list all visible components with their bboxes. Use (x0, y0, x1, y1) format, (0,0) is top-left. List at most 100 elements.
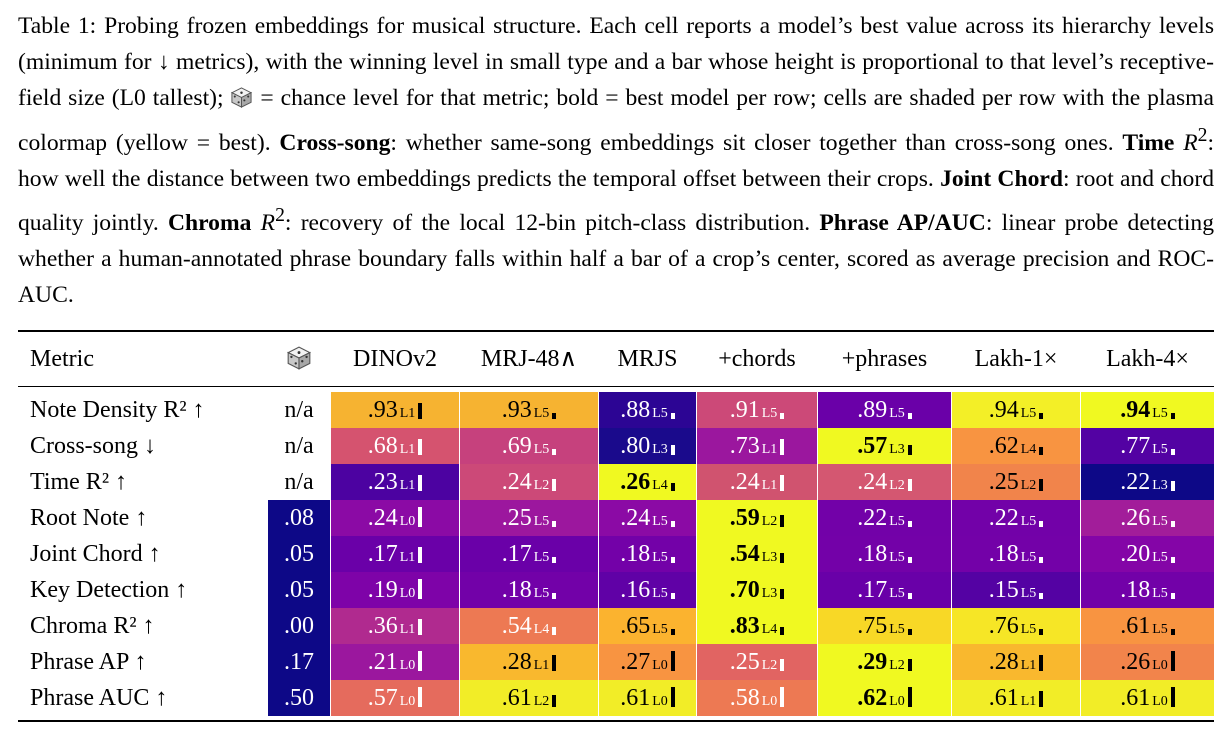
table-cell: .29 L2 (818, 644, 951, 680)
table-cell: .93 L5 (460, 392, 598, 428)
cell-level: L5 (889, 550, 905, 565)
cell-level: L3 (761, 586, 778, 601)
cell-value: .23 (367, 469, 398, 495)
cell-value: .20 (1120, 541, 1151, 567)
level-bar (552, 557, 557, 563)
cell-value: .93 (501, 397, 532, 423)
level-bar (552, 695, 557, 707)
cell-value: .27 (620, 649, 651, 675)
cell-value: .93 (367, 397, 398, 423)
cell-value: .89 (857, 397, 888, 423)
table-header-rule (18, 386, 1214, 388)
cell-value: .21 (367, 649, 398, 675)
level-bar (907, 659, 912, 671)
level-bar (1170, 629, 1175, 635)
level-bar (1039, 593, 1044, 599)
table-cell: .61 L5 (1081, 608, 1214, 644)
cell-value: .18 (620, 541, 651, 567)
table-cell: .61 L0 (599, 680, 696, 716)
level-bar (780, 687, 785, 707)
level-bar (670, 687, 675, 707)
cell-level: L2 (1020, 478, 1037, 493)
dice-icon (268, 342, 330, 376)
cell-value: .61 (620, 685, 651, 711)
cell-value: .61 (501, 685, 532, 711)
cell-level: L5 (889, 514, 905, 529)
cell-level: L4 (652, 478, 668, 493)
table-bottom-rule (18, 720, 1214, 722)
cell-level: L2 (533, 694, 550, 709)
table-cell: .70 L3 (697, 572, 817, 608)
table-cell: .20 L5 (1081, 536, 1214, 572)
cell-level: L5 (533, 442, 550, 457)
level-bar (552, 449, 557, 455)
table-cell: .25 L2 (697, 644, 817, 680)
cell-level: L5 (1152, 586, 1168, 601)
level-bar (907, 557, 912, 563)
cell-value: .25 (501, 505, 532, 531)
level-bar (1039, 557, 1044, 563)
cell-value: .91 (729, 397, 760, 423)
table-cell: .17 L1 (331, 536, 459, 572)
cell-value: .24 (620, 505, 651, 531)
cell-level: L5 (1152, 406, 1168, 421)
level-bar (1039, 479, 1044, 491)
level-bar (552, 627, 557, 635)
table-cell: .75 L5 (818, 608, 951, 644)
cell-value: .77 (1120, 433, 1151, 459)
cell-level: L0 (652, 658, 668, 673)
cell-value: .26 (1120, 505, 1151, 531)
table-cell: .24 L2 (460, 464, 598, 500)
cell-level: L4 (533, 622, 550, 637)
table-cell: .69 L5 (460, 428, 598, 464)
caption-term-cross-song: Cross-song (279, 129, 391, 156)
model-header-2: MRJS (617, 346, 678, 372)
model-header-6: Lakh-4× (1106, 346, 1189, 372)
cell-level: L5 (1020, 550, 1037, 565)
level-bar (1170, 651, 1175, 671)
cell-value: .94 (988, 397, 1019, 423)
cell-value: .57 (857, 433, 888, 459)
cell-value: .18 (1120, 577, 1151, 603)
cell-level: L1 (399, 550, 416, 565)
table-cell: .57 L3 (818, 428, 951, 464)
cell-level: L0 (652, 694, 668, 709)
cell-value: .61 (988, 685, 1019, 711)
table-cell: .28 L1 (460, 644, 598, 680)
cell-value: .17 (857, 577, 888, 603)
level-bar (670, 521, 675, 527)
cell-level: L3 (889, 442, 905, 457)
level-bar (780, 627, 785, 635)
row-label: Time R² ↑ (30, 469, 128, 495)
cell-level: L1 (761, 478, 778, 493)
table-cell: .26 L5 (1081, 500, 1214, 536)
level-bar (418, 439, 423, 455)
table-cell: .61 L2 (460, 680, 598, 716)
level-bar (552, 521, 557, 527)
cell-value: .24 (729, 469, 760, 495)
level-bar (780, 659, 785, 671)
cell-level: L2 (761, 514, 778, 529)
cell-level: L0 (1152, 694, 1168, 709)
cell-level: L5 (652, 550, 668, 565)
table-cell: .17 L5 (818, 572, 951, 608)
cell-level: L5 (1152, 514, 1168, 529)
cell-level: L0 (399, 586, 416, 601)
level-bar (1170, 449, 1175, 455)
caption-term-time: Time (1122, 129, 1175, 156)
caption-term-phrase: Phrase AP/AUC (819, 209, 986, 236)
cell-level: L5 (533, 514, 550, 529)
level-bar (907, 521, 912, 527)
table-cell: .77 L5 (1081, 428, 1214, 464)
cell-value: .59 (729, 505, 760, 531)
table-cell: .22 L5 (818, 500, 951, 536)
cell-level: L0 (889, 694, 905, 709)
cell-level: L2 (889, 658, 905, 673)
cell-value: .22 (857, 505, 888, 531)
cell-level: L1 (1020, 694, 1037, 709)
caption-def-chroma: : recovery of the local 12-bin pitch-cla… (284, 209, 811, 236)
table-cell: .18 L5 (599, 536, 696, 572)
cell-level: L2 (761, 658, 778, 673)
model-header-3: +chords (718, 346, 796, 372)
cell-value: .22 (1120, 469, 1151, 495)
